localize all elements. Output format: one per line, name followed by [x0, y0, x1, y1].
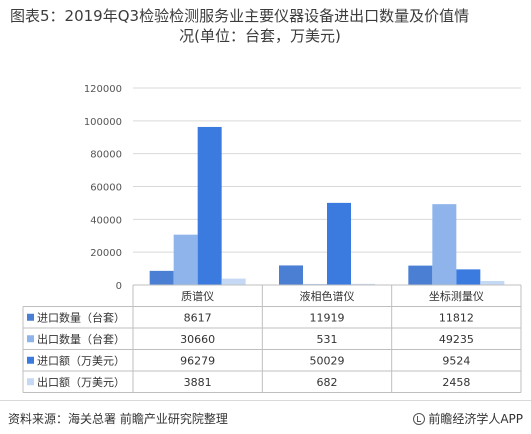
legend-swatch — [27, 335, 34, 343]
legend-swatch — [27, 378, 34, 386]
category-label: 坐标测量仪 — [429, 289, 484, 303]
bar — [351, 283, 375, 285]
y-tick-label: 40000 — [90, 215, 122, 226]
data-label: 50029 — [310, 354, 345, 367]
title-line-2: 况(单位：台套，万美元) — [179, 27, 341, 45]
chart-bars — [149, 126, 505, 285]
series-label: 进口数量（台套） — [37, 310, 125, 324]
series-label: 进口额（万美元） — [37, 354, 125, 367]
legend-swatch — [27, 356, 34, 364]
data-label: 3881 — [184, 376, 212, 389]
y-tick-label: 20000 — [90, 248, 122, 259]
y-tick-label: 80000 — [90, 150, 122, 161]
data-label: 96279 — [180, 354, 215, 367]
series-label: 出口数量（台套） — [37, 332, 125, 346]
title-line-1: 图表5：2019年Q3检验检测服务业主要仪器设备进出口数量及价值情 — [10, 7, 470, 25]
data-label: 30660 — [180, 333, 215, 346]
footer: 资料来源：海关总署 前瞻产业研究院整理 前瞻经济学人APP — [0, 400, 531, 434]
y-tick-label: 60000 — [90, 183, 122, 194]
data-label: 11812 — [439, 311, 474, 324]
y-tick-label: 120000 — [84, 84, 122, 95]
series-label: 出口额（万美元） — [37, 375, 125, 389]
chart-title: 图表5：2019年Q3检验检测服务业主要仪器设备进出口数量及价值情 况(单位：台… — [10, 6, 522, 46]
bar — [149, 270, 174, 285]
bar — [221, 278, 246, 285]
y-tick-label: 100000 — [84, 117, 122, 128]
data-label: 531 — [317, 333, 338, 346]
y-axis-ticks: 0 20000 40000 60000 80000 100000 120000 — [84, 84, 122, 292]
bar — [197, 126, 222, 285]
y-tick-label: 0 — [116, 281, 122, 292]
data-label: 682 — [317, 376, 338, 389]
bar — [432, 204, 457, 285]
source-note: 资料来源：海关总署 前瞻产业研究院整理 — [8, 412, 228, 426]
data-label: 11919 — [310, 311, 345, 324]
data-label: 2458 — [442, 376, 470, 389]
bar — [456, 269, 481, 285]
data-label: 49235 — [439, 333, 474, 346]
category-label: 质谱仪 — [181, 289, 214, 303]
app-label: 前瞻经济学人APP — [428, 412, 523, 426]
bar — [279, 265, 303, 285]
app-logo-icon — [413, 412, 426, 425]
bar — [408, 265, 433, 285]
bar-chart: 0 20000 40000 60000 80000 100000 120000 质谱仪 液相色… — [22, 84, 522, 393]
bar — [327, 202, 351, 285]
category-label: 液相色谱仪 — [300, 289, 355, 303]
data-label: 8617 — [184, 311, 212, 324]
bar — [173, 234, 198, 285]
legend-swatch — [27, 313, 34, 321]
data-label: 9524 — [442, 354, 470, 367]
app-credit: 前瞻经济学人APP — [413, 410, 523, 427]
bar — [480, 280, 505, 285]
